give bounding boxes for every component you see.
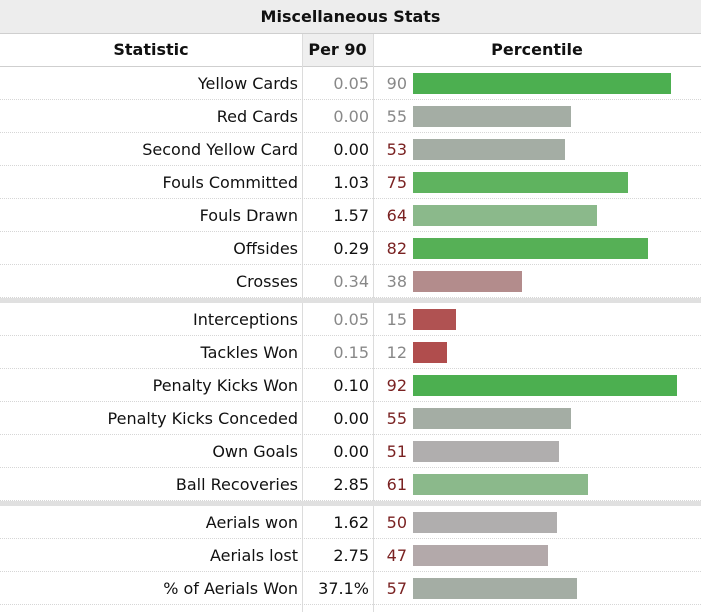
- per90-value: 1.03: [333, 173, 369, 192]
- per90-value: 0.00: [333, 140, 369, 159]
- percentile-value: 57: [386, 579, 407, 598]
- percentile-value: 55: [386, 107, 407, 126]
- percentile-bar: [413, 512, 557, 533]
- column-divider: [302, 34, 303, 612]
- percentile-bar: [413, 73, 671, 94]
- table-row: Offsides 0.29 82: [0, 232, 701, 265]
- table-row: Fouls Drawn 1.57 64: [0, 199, 701, 232]
- stat-name: % of Aerials Won: [163, 579, 298, 598]
- percentile-bar: [413, 408, 571, 429]
- stat-name: Penalty Kicks Conceded: [107, 409, 298, 428]
- percentile-bar: [413, 238, 648, 259]
- percentile-bar: [413, 375, 677, 396]
- table-row: Second Yellow Card 0.00 53: [0, 133, 701, 166]
- percentile-value: 61: [386, 475, 407, 494]
- percentile-value: 47: [386, 546, 407, 565]
- per90-value: 2.75: [333, 546, 369, 565]
- stat-name: Aerials lost: [209, 546, 298, 565]
- stat-name: Crosses: [235, 272, 298, 291]
- per90-value: 1.57: [333, 206, 369, 225]
- per90-value: 0.10: [333, 376, 369, 395]
- column-divider: [373, 34, 374, 612]
- stat-name: Fouls Committed: [162, 173, 298, 192]
- table-row: Interceptions 0.05 15: [0, 303, 701, 336]
- percentile-value: 75: [386, 173, 407, 192]
- percentile-value: 92: [386, 376, 407, 395]
- stat-name: Fouls Drawn: [199, 206, 298, 225]
- table-row: Red Cards 0.00 55: [0, 100, 701, 133]
- percentile-value: 90: [386, 74, 407, 93]
- table-row: Ball Recoveries 2.85 61: [0, 468, 701, 501]
- stat-name: Own Goals: [212, 442, 298, 461]
- percentile-value: 15: [386, 310, 407, 329]
- table-row: Crosses 0.34 38: [0, 265, 701, 298]
- table-row: Own Goals 0.00 51: [0, 435, 701, 468]
- stat-name: Penalty Kicks Won: [152, 376, 298, 395]
- per90-value: 0.00: [333, 107, 369, 126]
- table-row: Fouls Committed 1.03 75: [0, 166, 701, 199]
- percentile-value: 38: [386, 272, 407, 291]
- group-separator: [0, 298, 701, 303]
- percentile-bar: [413, 106, 571, 127]
- percentile-bar: [413, 309, 456, 330]
- table-body: Yellow Cards 0.05 90 Red Cards 0.00 55 Second …: [0, 67, 701, 605]
- percentile-value: 50: [386, 513, 407, 532]
- per90-value: 0.05: [333, 310, 369, 329]
- table-row: Penalty Kicks Won 0.10 92: [0, 369, 701, 402]
- table-row: Penalty Kicks Conceded 0.00 55: [0, 402, 701, 435]
- stat-name: Red Cards: [216, 107, 298, 126]
- per90-value: 0.15: [333, 343, 369, 362]
- percentile-bar: [413, 172, 628, 193]
- percentile-value: 64: [386, 206, 407, 225]
- percentile-bar: [413, 474, 588, 495]
- group-separator: [0, 501, 701, 506]
- table-title: Miscellaneous Stats: [0, 0, 701, 34]
- per90-value: 0.05: [333, 74, 369, 93]
- table-header: Statistic Per 90 Percentile: [0, 34, 701, 67]
- percentile-bar: [413, 342, 447, 363]
- stat-name: Aerials won: [205, 513, 298, 532]
- percentile-value: 51: [386, 442, 407, 461]
- percentile-value: 82: [386, 239, 407, 258]
- table-row: Aerials won 1.62 50: [0, 506, 701, 539]
- table-row: Aerials lost 2.75 47: [0, 539, 701, 572]
- stat-name: Offsides: [233, 239, 298, 258]
- per90-value: 0.29: [333, 239, 369, 258]
- table-row: % of Aerials Won 37.1% 57: [0, 572, 701, 605]
- percentile-bar: [413, 578, 577, 599]
- per90-value: 37.1%: [318, 579, 369, 598]
- stat-name: Tackles Won: [200, 343, 298, 362]
- table-row: Tackles Won 0.15 12: [0, 336, 701, 369]
- per90-value: 0.00: [333, 442, 369, 461]
- percentile-bar: [413, 205, 597, 226]
- percentile-bar: [413, 271, 522, 292]
- per90-value: 1.62: [333, 513, 369, 532]
- percentile-value: 12: [386, 343, 407, 362]
- per90-value: 2.85: [333, 475, 369, 494]
- percentile-bar: [413, 545, 548, 566]
- percentile-bar: [413, 139, 565, 160]
- percentile-value: 53: [386, 140, 407, 159]
- stat-name: Interceptions: [193, 310, 298, 329]
- header-statistic[interactable]: Statistic: [113, 40, 189, 59]
- percentile-bar: [413, 441, 559, 462]
- per90-value: 0.34: [333, 272, 369, 291]
- per90-value: 0.00: [333, 409, 369, 428]
- table-row: Yellow Cards 0.05 90: [0, 67, 701, 100]
- stat-name: Second Yellow Card: [142, 140, 298, 159]
- percentile-value: 55: [386, 409, 407, 428]
- header-percentile[interactable]: Percentile: [491, 40, 583, 59]
- stat-name: Yellow Cards: [197, 74, 298, 93]
- stat-name: Ball Recoveries: [175, 475, 298, 494]
- header-per90[interactable]: Per 90: [302, 34, 373, 66]
